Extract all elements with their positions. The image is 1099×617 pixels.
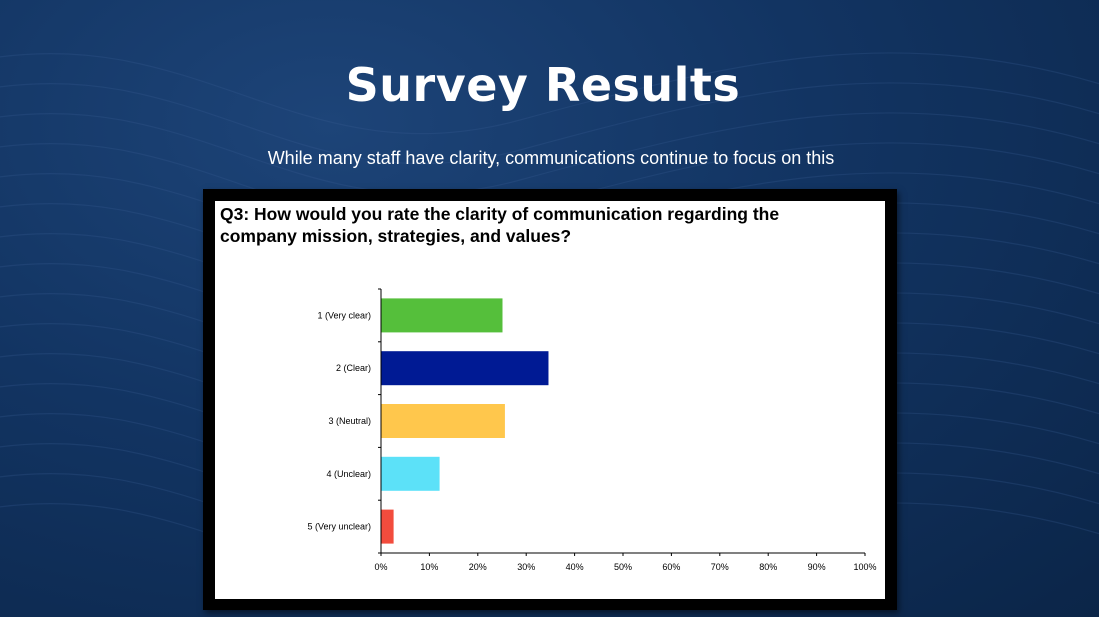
x-tick-label: 30% — [517, 562, 535, 572]
bar-4 — [381, 456, 440, 491]
x-tick-label: 100% — [853, 562, 876, 572]
chart-title: Q3: How would you rate the clarity of co… — [220, 204, 780, 246]
category-label: 5 (Very unclear) — [307, 522, 371, 532]
x-tick-label: 80% — [759, 562, 777, 572]
x-tick-label: 50% — [614, 562, 632, 572]
x-tick-label: 40% — [566, 562, 584, 572]
bar-2 — [381, 351, 549, 386]
category-label: 4 (Unclear) — [326, 469, 371, 479]
x-tick-label: 60% — [662, 562, 680, 572]
x-tick-label: 20% — [469, 562, 487, 572]
bar-1 — [381, 298, 503, 333]
chart-panel: Q3: How would you rate the clarity of co… — [215, 201, 885, 599]
category-label: 3 (Neutral) — [328, 416, 371, 426]
slide-title: Survey Results — [345, 58, 741, 112]
category-label: 1 (Very clear) — [317, 310, 371, 320]
x-tick-label: 0% — [374, 562, 387, 572]
category-label: 2 (Clear) — [336, 363, 371, 373]
bar-3 — [381, 404, 505, 438]
x-tick-label: 70% — [711, 562, 729, 572]
bar-chart: 1 (Very clear) 2 (Clear) 3 (Neutral) 4 (Unc… — [307, 288, 877, 572]
slide-subtitle: While many staff have clarity, communica… — [267, 148, 835, 168]
chart-frame: Q3: How would you rate the clarity of co… — [203, 189, 897, 610]
bar-5 — [381, 509, 394, 544]
x-tick-label: 90% — [808, 562, 826, 572]
x-tick-label: 10% — [420, 562, 438, 572]
